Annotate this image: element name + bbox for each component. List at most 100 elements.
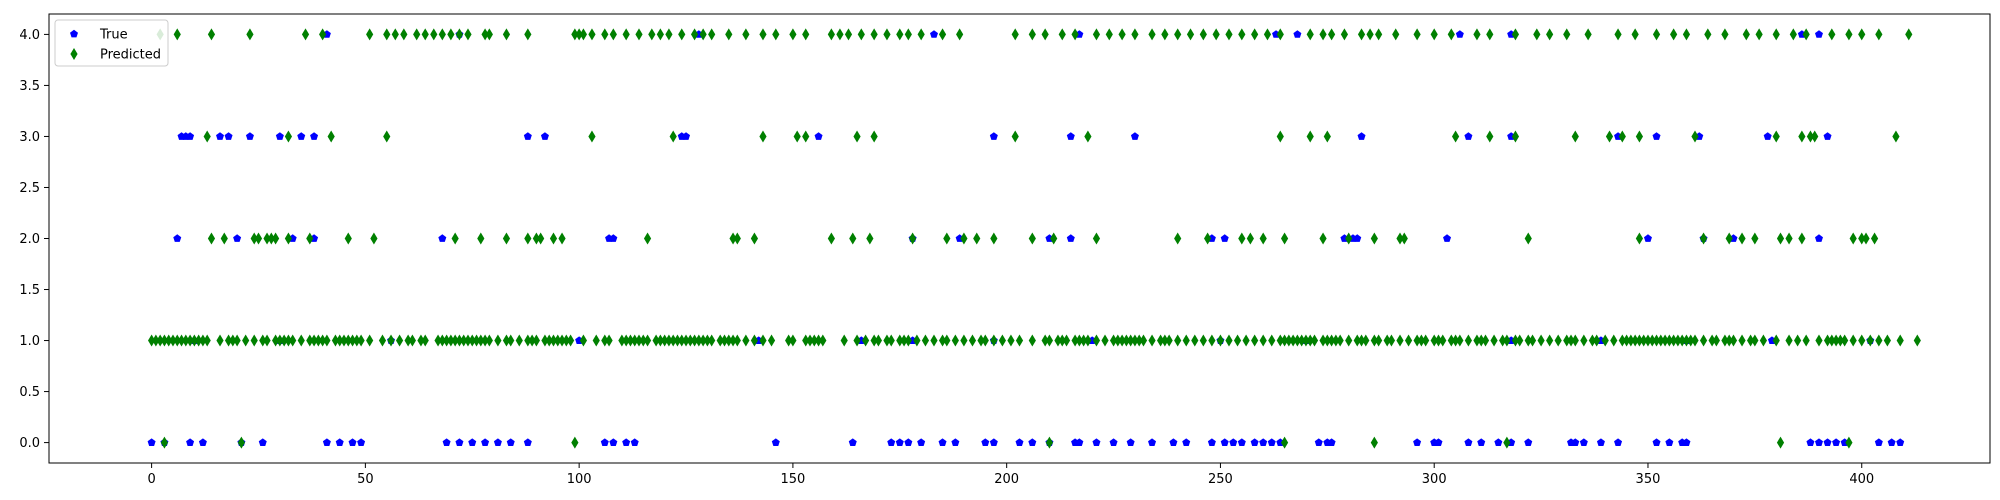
data-point <box>1220 234 1229 242</box>
y-tick-label: 2.5 <box>19 181 40 196</box>
data-point <box>408 334 417 347</box>
data-point <box>682 132 691 140</box>
data-point <box>853 334 861 347</box>
data-point <box>1357 334 1366 347</box>
data-point <box>507 334 515 347</box>
data-point <box>1353 334 1361 347</box>
data-point <box>571 28 579 41</box>
data-point <box>455 334 464 347</box>
data-point <box>1066 234 1075 242</box>
data-point <box>904 438 913 446</box>
data-point <box>233 334 241 347</box>
data-point <box>1054 334 1062 347</box>
data-point <box>1751 232 1759 245</box>
series-predicted <box>148 28 1921 449</box>
data-point <box>1455 30 1464 38</box>
data-point <box>793 130 801 143</box>
data-point <box>1259 232 1267 245</box>
data-point <box>472 334 481 347</box>
data-point <box>990 334 998 347</box>
data-point <box>327 130 335 143</box>
data-point <box>1169 438 1178 446</box>
data-point <box>468 438 477 446</box>
data-point <box>1447 28 1455 41</box>
data-point <box>1131 334 1139 347</box>
data-point <box>1084 334 1092 347</box>
data-point <box>254 232 263 245</box>
data-point <box>524 232 532 245</box>
data-point <box>451 232 459 245</box>
data-point <box>1319 28 1327 41</box>
data-point <box>1267 438 1276 446</box>
legend: True Predicted <box>54 19 169 67</box>
data-point <box>1246 232 1254 245</box>
x-tick-label: 200 <box>994 472 1019 487</box>
legend-label-predicted: Predicted <box>100 48 161 63</box>
data-point <box>1858 232 1866 245</box>
data-point <box>673 334 682 347</box>
data-point <box>203 334 211 347</box>
data-point <box>1293 30 1302 38</box>
data-point <box>1704 28 1712 41</box>
data-point <box>1657 334 1665 347</box>
data-point <box>1413 334 1421 347</box>
data-point <box>1712 334 1720 347</box>
data-point <box>1092 28 1101 41</box>
data-point <box>951 334 959 347</box>
data-point <box>1101 334 1109 347</box>
data-point <box>690 28 699 41</box>
data-point <box>1434 334 1443 347</box>
data-point <box>1251 334 1259 347</box>
data-point <box>1323 130 1331 143</box>
data-point <box>400 28 408 41</box>
data-point <box>1127 334 1135 347</box>
data-point <box>1546 334 1554 347</box>
data-point <box>186 334 194 347</box>
y-tick-label: 2.0 <box>19 232 40 247</box>
data-point <box>1699 232 1708 245</box>
y-tick-label: 0.0 <box>19 436 40 451</box>
data-point <box>609 438 618 446</box>
data-point <box>1237 438 1246 446</box>
data-point <box>1905 28 1913 41</box>
data-point <box>1464 438 1473 446</box>
data-point <box>1494 438 1503 446</box>
data-point <box>1396 232 1404 245</box>
data-point <box>1721 334 1729 347</box>
data-point <box>417 334 425 347</box>
data-point <box>1473 334 1481 347</box>
data-point <box>1661 334 1669 347</box>
data-point <box>904 28 912 41</box>
data-point <box>1207 438 1216 446</box>
data-point <box>1490 334 1498 347</box>
data-point <box>1174 232 1182 245</box>
data-point <box>319 28 327 41</box>
data-point <box>1798 130 1806 143</box>
data-point <box>310 132 319 140</box>
data-point <box>656 334 664 347</box>
data-point <box>1212 28 1220 41</box>
data-point <box>1071 28 1079 41</box>
data-point <box>1665 438 1674 446</box>
data-point <box>1499 334 1507 347</box>
data-point <box>592 334 600 347</box>
data-point <box>1075 334 1083 347</box>
data-point <box>849 232 857 245</box>
data-point <box>147 438 156 446</box>
data-point <box>1652 28 1661 41</box>
data-point <box>207 232 216 245</box>
data-point <box>814 334 823 347</box>
data-point <box>1050 232 1058 245</box>
data-point <box>622 334 630 347</box>
data-point <box>1109 334 1118 347</box>
data-point <box>245 132 254 140</box>
data-point <box>759 130 767 143</box>
data-point <box>1738 334 1746 347</box>
data-point <box>357 334 365 347</box>
data-point <box>1511 334 1520 347</box>
y-tick-label: 1.5 <box>19 283 40 298</box>
data-point <box>1199 334 1207 347</box>
data-point <box>366 28 374 41</box>
data-point <box>1375 334 1383 347</box>
data-point <box>1413 438 1422 446</box>
